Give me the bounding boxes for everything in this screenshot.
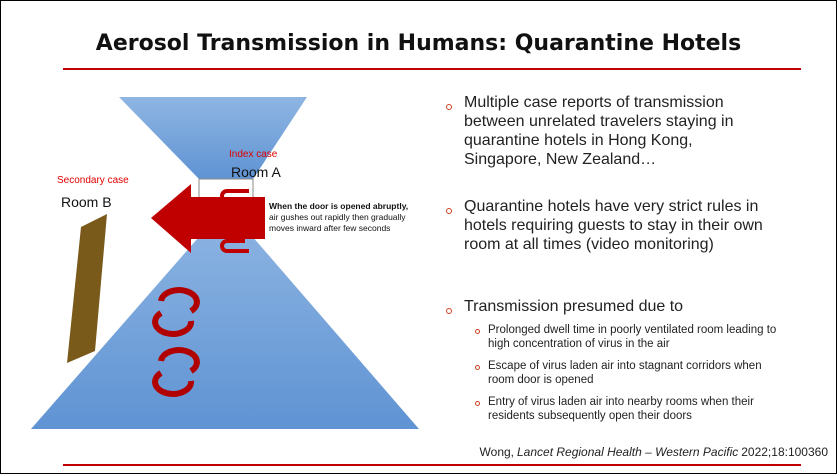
door-note-text: air gushes out rapidly then gradually mo… [269,212,406,233]
room-a-label: Room A [231,164,281,180]
citation-author: Wong, [480,445,514,459]
bullet: Transmission presumed due to [464,297,794,316]
door-note: When the door is opened abruptly, air gu… [269,201,419,234]
slide: Aerosol Transmission in Humans: Quaranti… [0,0,837,474]
citation-journal: Lancet Regional Health – Western Pacific [517,445,738,459]
sub-bullet: Entry of virus laden air into nearby roo… [488,395,778,423]
sub-bullet: Prolonged dwell time in poorly ventilate… [488,323,778,351]
bullet: Multiple case reports of transmission be… [464,93,764,169]
room-b-label: Room B [61,194,112,210]
citation-ref: 2022;18:100360 [741,445,828,459]
citation: Wong,Lancet Regional Health – Western Pa… [480,445,828,459]
bullet: Quarantine hotels have very strict rules… [464,197,794,254]
bottom-rule [63,464,801,466]
sub-bullet: Escape of virus laden air into stagnant … [488,359,778,387]
door-note-bold: When the door is opened abruptly, [269,201,408,211]
index-case-label: Index case [229,149,278,160]
door-b [67,214,107,363]
secondary-case-label: Secondary case [57,175,129,186]
